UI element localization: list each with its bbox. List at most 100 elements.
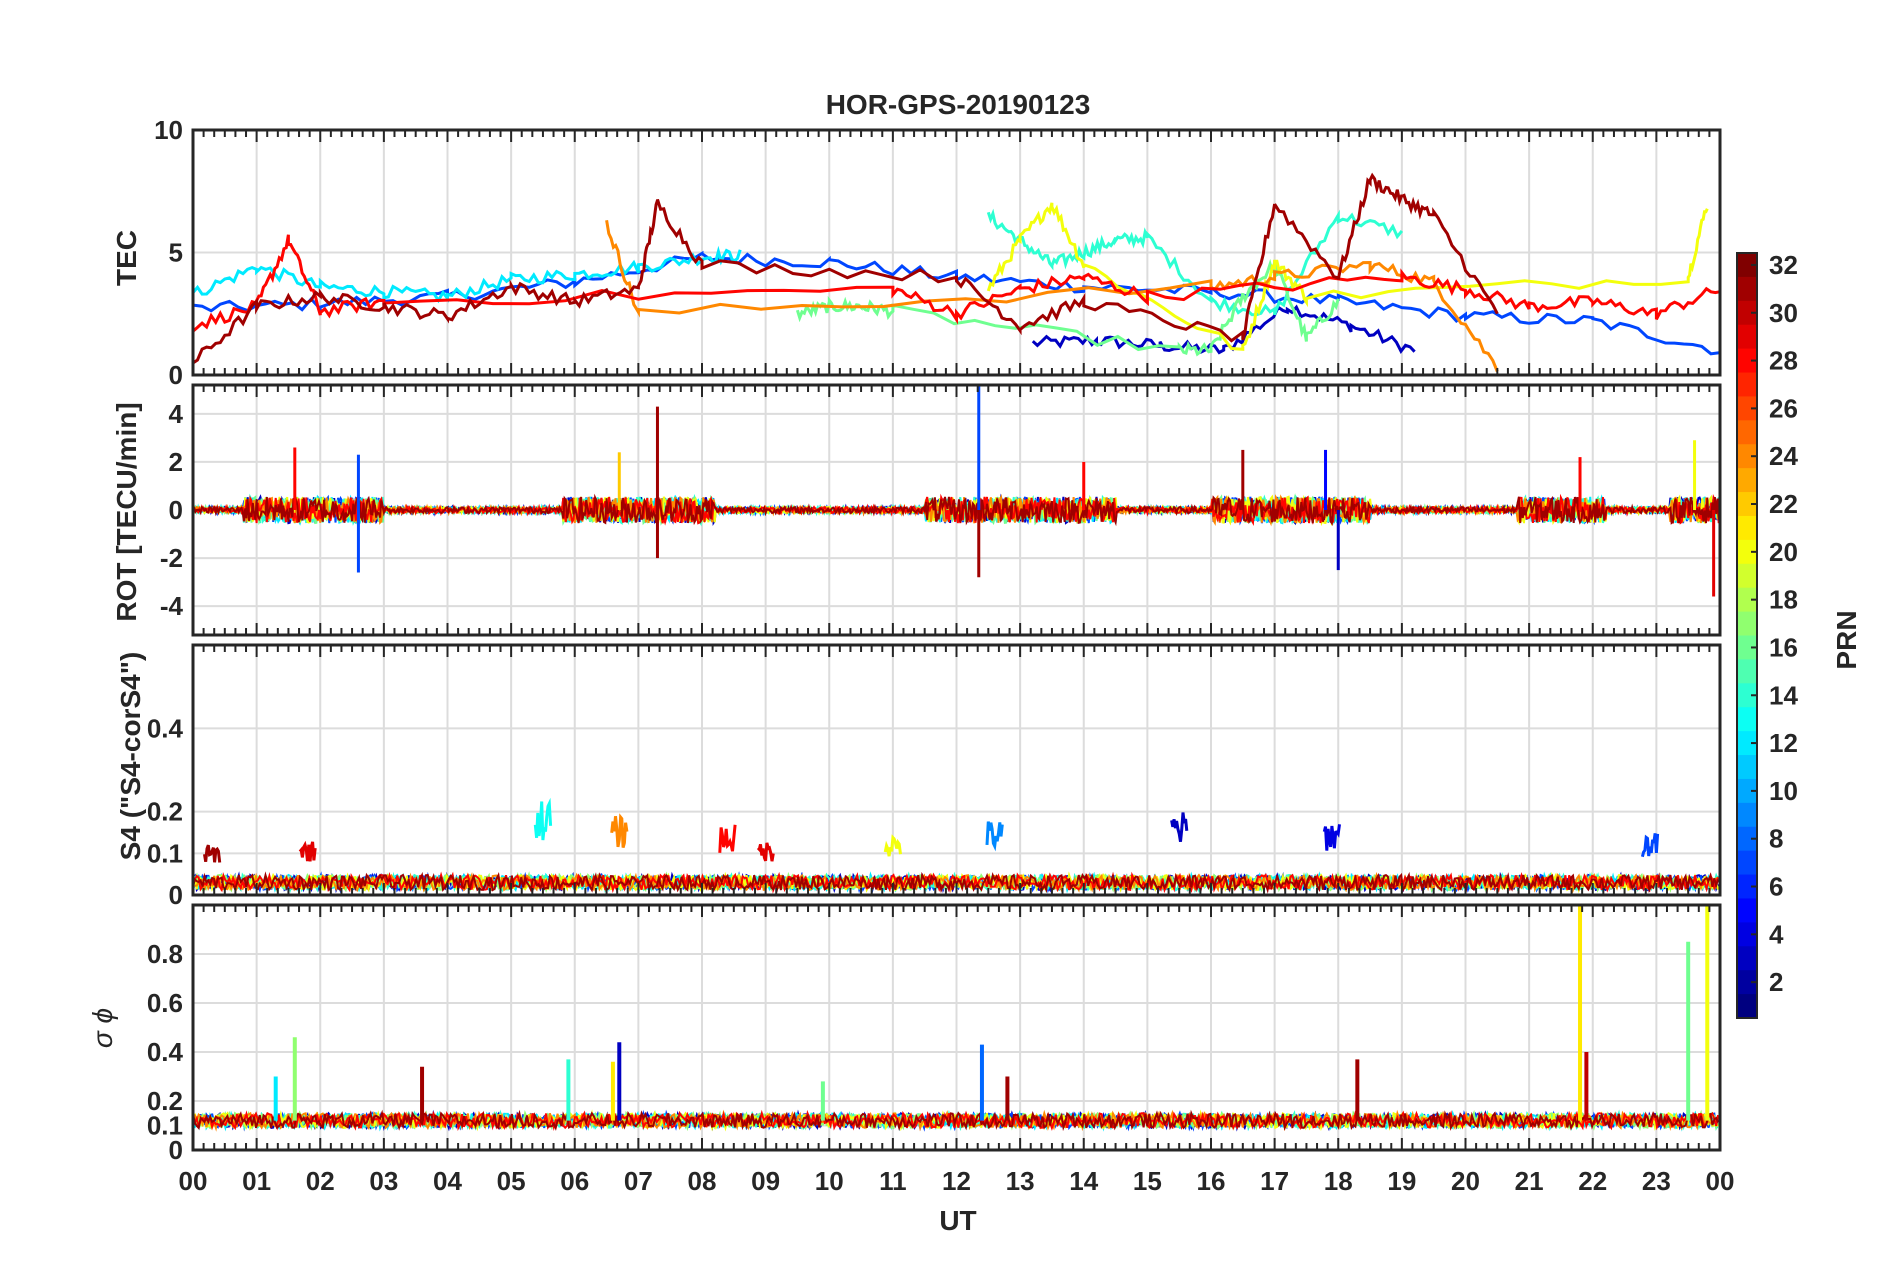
colorbar-swatch <box>1737 539 1757 565</box>
y-tick-label: 0.1 <box>147 1111 183 1141</box>
colorbar-swatch <box>1737 420 1757 445</box>
y-tick-label: 0 <box>169 495 183 525</box>
s4-spike <box>298 840 317 862</box>
colorbar-swatch <box>1737 707 1757 732</box>
colorbar-tick-label: 18 <box>1769 585 1798 615</box>
colorbar-swatch <box>1737 396 1757 421</box>
colorbar-swatch <box>1737 683 1757 708</box>
colorbar-swatch <box>1737 611 1757 636</box>
s4-spike <box>203 844 222 863</box>
sigma-phi-y-axis-label: σ ϕ <box>87 1008 118 1048</box>
y-tick-label: 4 <box>169 399 184 429</box>
colorbar-swatch <box>1737 755 1757 780</box>
colorbar-swatch <box>1737 276 1757 302</box>
panel-frame <box>191 643 1722 897</box>
x-tick-label: 07 <box>624 1166 653 1196</box>
colorbar-swatch <box>1737 372 1757 397</box>
x-tick-label: 18 <box>1324 1166 1353 1196</box>
colorbar-swatch <box>1737 922 1757 947</box>
s4-spike <box>756 842 775 862</box>
colorbar-swatch <box>1737 850 1757 876</box>
x-axis-label: UT <box>939 1205 976 1236</box>
x-tick-label: 00 <box>1706 1166 1735 1196</box>
colorbar-swatch <box>1737 802 1757 828</box>
y-tick-label: 5 <box>169 238 183 268</box>
sigma-phi-panel: 00.10.2 0.4 0.6 0.8 <box>147 903 1722 1165</box>
s4-spike <box>1322 824 1341 851</box>
y-tick-label: 0.4 <box>147 713 184 743</box>
tec-series-20 <box>986 202 1709 351</box>
s4-spike <box>718 824 737 853</box>
colorbar-tick-label: 10 <box>1769 776 1798 806</box>
s4-spike <box>883 834 902 857</box>
s4-series-31 <box>192 871 1720 894</box>
x-tick-label: 14 <box>1069 1166 1098 1196</box>
panel-frame <box>191 128 1722 377</box>
rot-series-31 <box>192 493 1721 527</box>
colorbar-tick-label: 2 <box>1769 967 1783 997</box>
x-tick-label: 15 <box>1133 1166 1162 1196</box>
y-tick-label: -2 <box>160 543 183 573</box>
colorbar-swatch <box>1737 492 1757 517</box>
x-tick-label: 11 <box>879 1166 907 1196</box>
colorbar-tick-label: 6 <box>1769 872 1783 902</box>
colorbar-tick-label: 26 <box>1769 393 1798 423</box>
colorbar-tick-label: 28 <box>1769 346 1798 376</box>
x-tick-label: 13 <box>1006 1166 1035 1196</box>
x-tick-label: 06 <box>560 1166 589 1196</box>
x-tick-label: 02 <box>306 1166 335 1196</box>
y-tick-label: 10 <box>154 115 183 145</box>
colorbar-swatch <box>1737 874 1757 899</box>
x-tick-label: 01 <box>242 1166 271 1196</box>
colorbar-tick-label: 12 <box>1769 728 1798 758</box>
colorbar-swatch <box>1737 324 1757 350</box>
y-tick-label: 0.4 <box>147 1037 184 1067</box>
tec-series-3 <box>1031 304 1416 355</box>
y-tick-label: 0 <box>169 880 183 910</box>
colorbar-tick-label: 16 <box>1769 632 1798 662</box>
colorbar-tick-label: 14 <box>1769 680 1798 710</box>
colorbar-tick-label: 8 <box>1769 824 1783 854</box>
colorbar-swatch <box>1737 300 1757 326</box>
tec-series-28 <box>192 234 1721 333</box>
colorbar-tick-label: 24 <box>1769 441 1798 471</box>
sigma-phi-series-31 <box>192 1109 1720 1132</box>
colorbar-swatch <box>1737 468 1757 493</box>
y-tick-label: -4 <box>160 591 184 621</box>
y-tick-label: 2 <box>169 447 183 477</box>
colorbar-swatch <box>1737 731 1757 756</box>
x-tick-label: 19 <box>1387 1166 1416 1196</box>
y-tick-label: 0 <box>169 360 183 390</box>
s4-y-axis-label: S4 ("S4-corS4") <box>115 652 146 861</box>
y-tick-label: 0.2 <box>147 1086 183 1116</box>
x-tick-label: 21 <box>1515 1166 1544 1196</box>
rot-panel: -4 -2 0 2 4 <box>160 383 1722 637</box>
x-tick-label: 00 <box>179 1166 208 1196</box>
tec-series-12 <box>191 245 742 304</box>
x-tick-label: 22 <box>1578 1166 1607 1196</box>
colorbar-swatch <box>1737 898 1757 923</box>
tec-series-24 <box>605 219 1499 373</box>
colorbar-swatch <box>1737 515 1757 541</box>
colorbar-tick-label: 30 <box>1769 298 1798 328</box>
colorbar-swatch <box>1737 253 1757 278</box>
colorbar-swatch <box>1737 826 1757 852</box>
colorbar-swatch <box>1737 778 1757 804</box>
tec-y-axis-label: TEC <box>111 230 142 286</box>
y-tick-label: 0 <box>169 1135 183 1165</box>
s4-spike <box>533 797 553 841</box>
panel-frame <box>191 903 1722 1152</box>
tec-series-16 <box>795 258 1340 357</box>
y-tick-label: 0.6 <box>147 988 183 1018</box>
tec-series-14 <box>986 208 1404 317</box>
figure-title: HOR-GPS-20190123 <box>826 89 1091 120</box>
s4-spike <box>1640 833 1660 858</box>
y-tick-label: 0.2 <box>147 797 183 827</box>
x-tick-label: 16 <box>1197 1166 1226 1196</box>
tec-series-31 <box>192 172 1499 365</box>
y-tick-label: 0.1 <box>147 838 183 868</box>
y-tick-label: 0.8 <box>147 939 183 969</box>
colorbar-swatch <box>1737 587 1757 613</box>
